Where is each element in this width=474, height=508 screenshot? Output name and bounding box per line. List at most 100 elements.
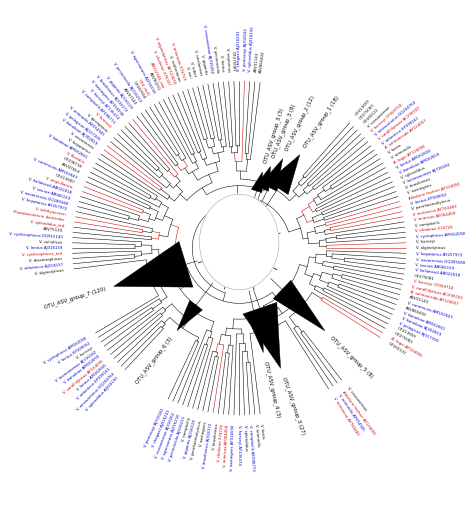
Text: V. atlanticus EP399161: V. atlanticus EP399161 xyxy=(76,368,111,401)
Text: V. natriegens: V. natriegens xyxy=(199,422,208,447)
Text: V. crassostreae: V. crassostreae xyxy=(367,105,391,129)
Text: V. lentus AJ316159: V. lentus AJ316159 xyxy=(26,246,62,250)
Text: V. campbellii: V. campbellii xyxy=(181,418,192,442)
Text: OTU_ASV_group_4 (3): OTU_ASV_group_4 (3) xyxy=(263,361,281,418)
Text: V. cyclitrophicus DQ915143: V. cyclitrophicus DQ915143 xyxy=(9,232,63,239)
Text: V. kanaloae AM162659: V. kanaloae AM162659 xyxy=(398,152,440,175)
Polygon shape xyxy=(177,300,202,331)
Text: ASV865402: ASV865402 xyxy=(405,306,428,318)
Text: V. metoecus AY763483: V. metoecus AY763483 xyxy=(412,205,457,217)
Text: V. fluvialis: V. fluvialis xyxy=(66,151,85,165)
Text: V. splendidus: V. splendidus xyxy=(243,425,247,451)
Text: OTU75083: OTU75083 xyxy=(359,103,376,120)
Polygon shape xyxy=(246,312,264,353)
Text: V. chagasii AJ316201: V. chagasii AJ316201 xyxy=(237,30,241,71)
Text: V. kanaloae AM162659: V. kanaloae AM162659 xyxy=(63,355,100,385)
Text: V. navarrensis: V. navarrensis xyxy=(69,132,94,150)
Text: V. communis AM162643: V. communis AM162643 xyxy=(407,301,453,319)
Text: V. brasiliensis AJ316172: V. brasiliensis AJ316172 xyxy=(202,423,213,469)
Text: V. campbellii AF098773: V. campbellii AF098773 xyxy=(80,89,116,124)
Text: V. natriegens: V. natriegens xyxy=(407,183,432,195)
Polygon shape xyxy=(268,155,300,195)
Text: V. gazogenes: V. gazogenes xyxy=(86,113,108,133)
Text: V. agarivorans AJ316218: V. agarivorans AJ316218 xyxy=(129,50,156,94)
Text: V. pectenicida: V. pectenicida xyxy=(211,45,219,73)
Text: V. rotiferianus: V. rotiferianus xyxy=(168,55,181,82)
Text: ASV47654: ASV47654 xyxy=(60,163,80,175)
Text: V. orientalis AF054945: V. orientalis AF054945 xyxy=(337,393,365,432)
Text: V. lentus AM162650: V. lentus AM162650 xyxy=(396,148,432,170)
Text: V. gigantis AJ316120: V. gigantis AJ316120 xyxy=(105,75,132,110)
Text: OTU_ASV_group_3 (27): OTU_ASV_group_3 (27) xyxy=(281,375,306,435)
Text: V. lentus AM162650: V. lentus AM162650 xyxy=(76,364,108,392)
Text: V. splendidus AJ316192: V. splendidus AJ316192 xyxy=(248,26,255,72)
Text: OTU_ASV_group_6 (3): OTU_ASV_group_6 (3) xyxy=(135,336,174,385)
Text: V. tasmaniensis AJ316182: V. tasmaniensis AJ316182 xyxy=(403,163,451,185)
Text: V. lentus EP399052: V. lentus EP399052 xyxy=(410,193,447,206)
Text: V. fortis: V. fortis xyxy=(387,144,402,155)
Text: V. coralliilyticus AC290100: V. coralliilyticus AC290100 xyxy=(378,106,421,141)
Text: OTU_ASV_group_3 (8): OTU_ASV_group_3 (8) xyxy=(271,104,297,159)
Text: V. alginolyticus: V. alginolyticus xyxy=(34,268,64,276)
Text: V. lentus: V. lentus xyxy=(219,55,225,72)
Text: V. tasmaniensis AJ316182: V. tasmaniensis AJ316182 xyxy=(54,351,97,383)
Text: V. hepatarius: V. hepatarius xyxy=(67,138,91,155)
Text: V. parahaemolyticus: V. parahaemolyticus xyxy=(190,420,202,460)
Text: V. metoecus AY763483: V. metoecus AY763483 xyxy=(332,396,360,436)
Text: V. brasiliensis AJ316172: V. brasiliensis AJ316172 xyxy=(95,75,128,113)
Text: ASV75120: ASV75120 xyxy=(43,228,63,233)
Text: V. mimicus AF064458: V. mimicus AF064458 xyxy=(223,425,230,467)
Text: ASV31143: ASV31143 xyxy=(409,296,429,305)
Text: A. logei AF124056: A. logei AF124056 xyxy=(393,144,426,165)
Text: V. communis AM162643: V. communis AM162643 xyxy=(33,157,78,180)
Text: V. campbellii AF098773: V. campbellii AF098773 xyxy=(248,425,255,470)
Text: V. gigantis: V. gigantis xyxy=(201,54,208,75)
Text: V. xuii: V. xuii xyxy=(185,67,192,79)
Text: V. chagasii AJ316201: V. chagasii AJ316201 xyxy=(151,409,171,449)
Text: OTU75083: OTU75083 xyxy=(393,332,413,345)
Text: V. pomeroyi AJ316181: V. pomeroyi AJ316181 xyxy=(144,407,166,448)
Text: V. neptunius: V. neptunius xyxy=(225,47,230,72)
Text: V. lentus EP399052: V. lentus EP399052 xyxy=(57,341,91,365)
Text: V. orientalis AF054945: V. orientalis AF054945 xyxy=(68,106,104,137)
Text: V. harveyi AY136474: V. harveyi AY136474 xyxy=(89,88,119,120)
Text: V. kanaloae AM162661: V. kanaloae AM162661 xyxy=(403,311,446,331)
Polygon shape xyxy=(261,158,283,191)
Text: V. cyclophicus AM162058: V. cyclophicus AM162058 xyxy=(43,336,88,365)
Text: V. anguillarum: V. anguillarum xyxy=(46,177,73,190)
Text: V. vulnificus: V. vulnificus xyxy=(39,240,63,244)
Text: V. orientalis X74723: V. orientalis X74723 xyxy=(171,42,186,80)
Text: V. aestuarianus DQ204764: V. aestuarianus DQ204764 xyxy=(374,101,417,137)
Text: OTU96718: OTU96718 xyxy=(62,156,82,170)
Text: V. harveyi CP009718: V. harveyi CP009718 xyxy=(412,279,453,291)
Text: V. ichthyoenteri: V. ichthyoenteri xyxy=(35,207,66,217)
Text: V. parahaemolyticus: V. parahaemolyticus xyxy=(411,199,451,211)
Text: V. brasiliensis: V. brasiliensis xyxy=(405,177,431,190)
Text: V. brasiliensis: V. brasiliensis xyxy=(212,423,219,450)
Polygon shape xyxy=(255,167,271,191)
Text: V. gigantis AJ316120: V. gigantis AJ316120 xyxy=(183,419,197,459)
Text: V. natriegens AF016590: V. natriegens AF016590 xyxy=(90,79,124,117)
Polygon shape xyxy=(200,195,279,290)
Text: OTU_red1: OTU_red1 xyxy=(137,78,151,97)
Text: V. cholerae X76337: V. cholerae X76337 xyxy=(152,50,171,86)
Text: OTU65122: OTU65122 xyxy=(363,107,380,124)
Text: V. alginolyticus AF124055: V. alginolyticus AF124055 xyxy=(154,36,176,84)
Text: V. ezurae AB065159: V. ezurae AB065159 xyxy=(31,186,70,201)
Text: V. navarrensis DQ285580: V. navarrensis DQ285580 xyxy=(416,257,465,264)
Text: V. kanaloae AM162661: V. kanaloae AM162661 xyxy=(48,134,88,160)
Text: V. crassostreae AJ316262: V. crassostreae AJ316262 xyxy=(202,24,213,74)
Text: V. atlanticus EP399161: V. atlanticus EP399161 xyxy=(381,116,419,146)
Text: V. diazotrophicus: V. diazotrophicus xyxy=(29,257,63,263)
Text: V. navarrensis DQ285580: V. navarrensis DQ285580 xyxy=(19,190,68,206)
Text: V. pomeroyi AJ316181: V. pomeroyi AJ316181 xyxy=(243,28,248,71)
Text: OTU75081: OTU75081 xyxy=(414,274,435,281)
Text: V. kanaloae AJ302819: V. kanaloae AJ302819 xyxy=(61,117,97,146)
Text: V. coralliilyticus AF124095: V. coralliilyticus AF124095 xyxy=(62,359,104,395)
Text: V. orientalis: V. orientalis xyxy=(254,424,260,447)
Text: V. crassostreae AJ316262: V. crassostreae AJ316262 xyxy=(154,412,176,459)
Text: V. cyclitrophicus_red: V. cyclitrophicus_red xyxy=(22,251,63,257)
Text: V. splendidus AJ316192: V. splendidus AJ316192 xyxy=(85,375,119,411)
Text: V. halioticoli AB022018: V. halioticoli AB022018 xyxy=(414,268,460,278)
Text: V. pectenicida AJ316233: V. pectenicida AJ316233 xyxy=(111,61,141,103)
